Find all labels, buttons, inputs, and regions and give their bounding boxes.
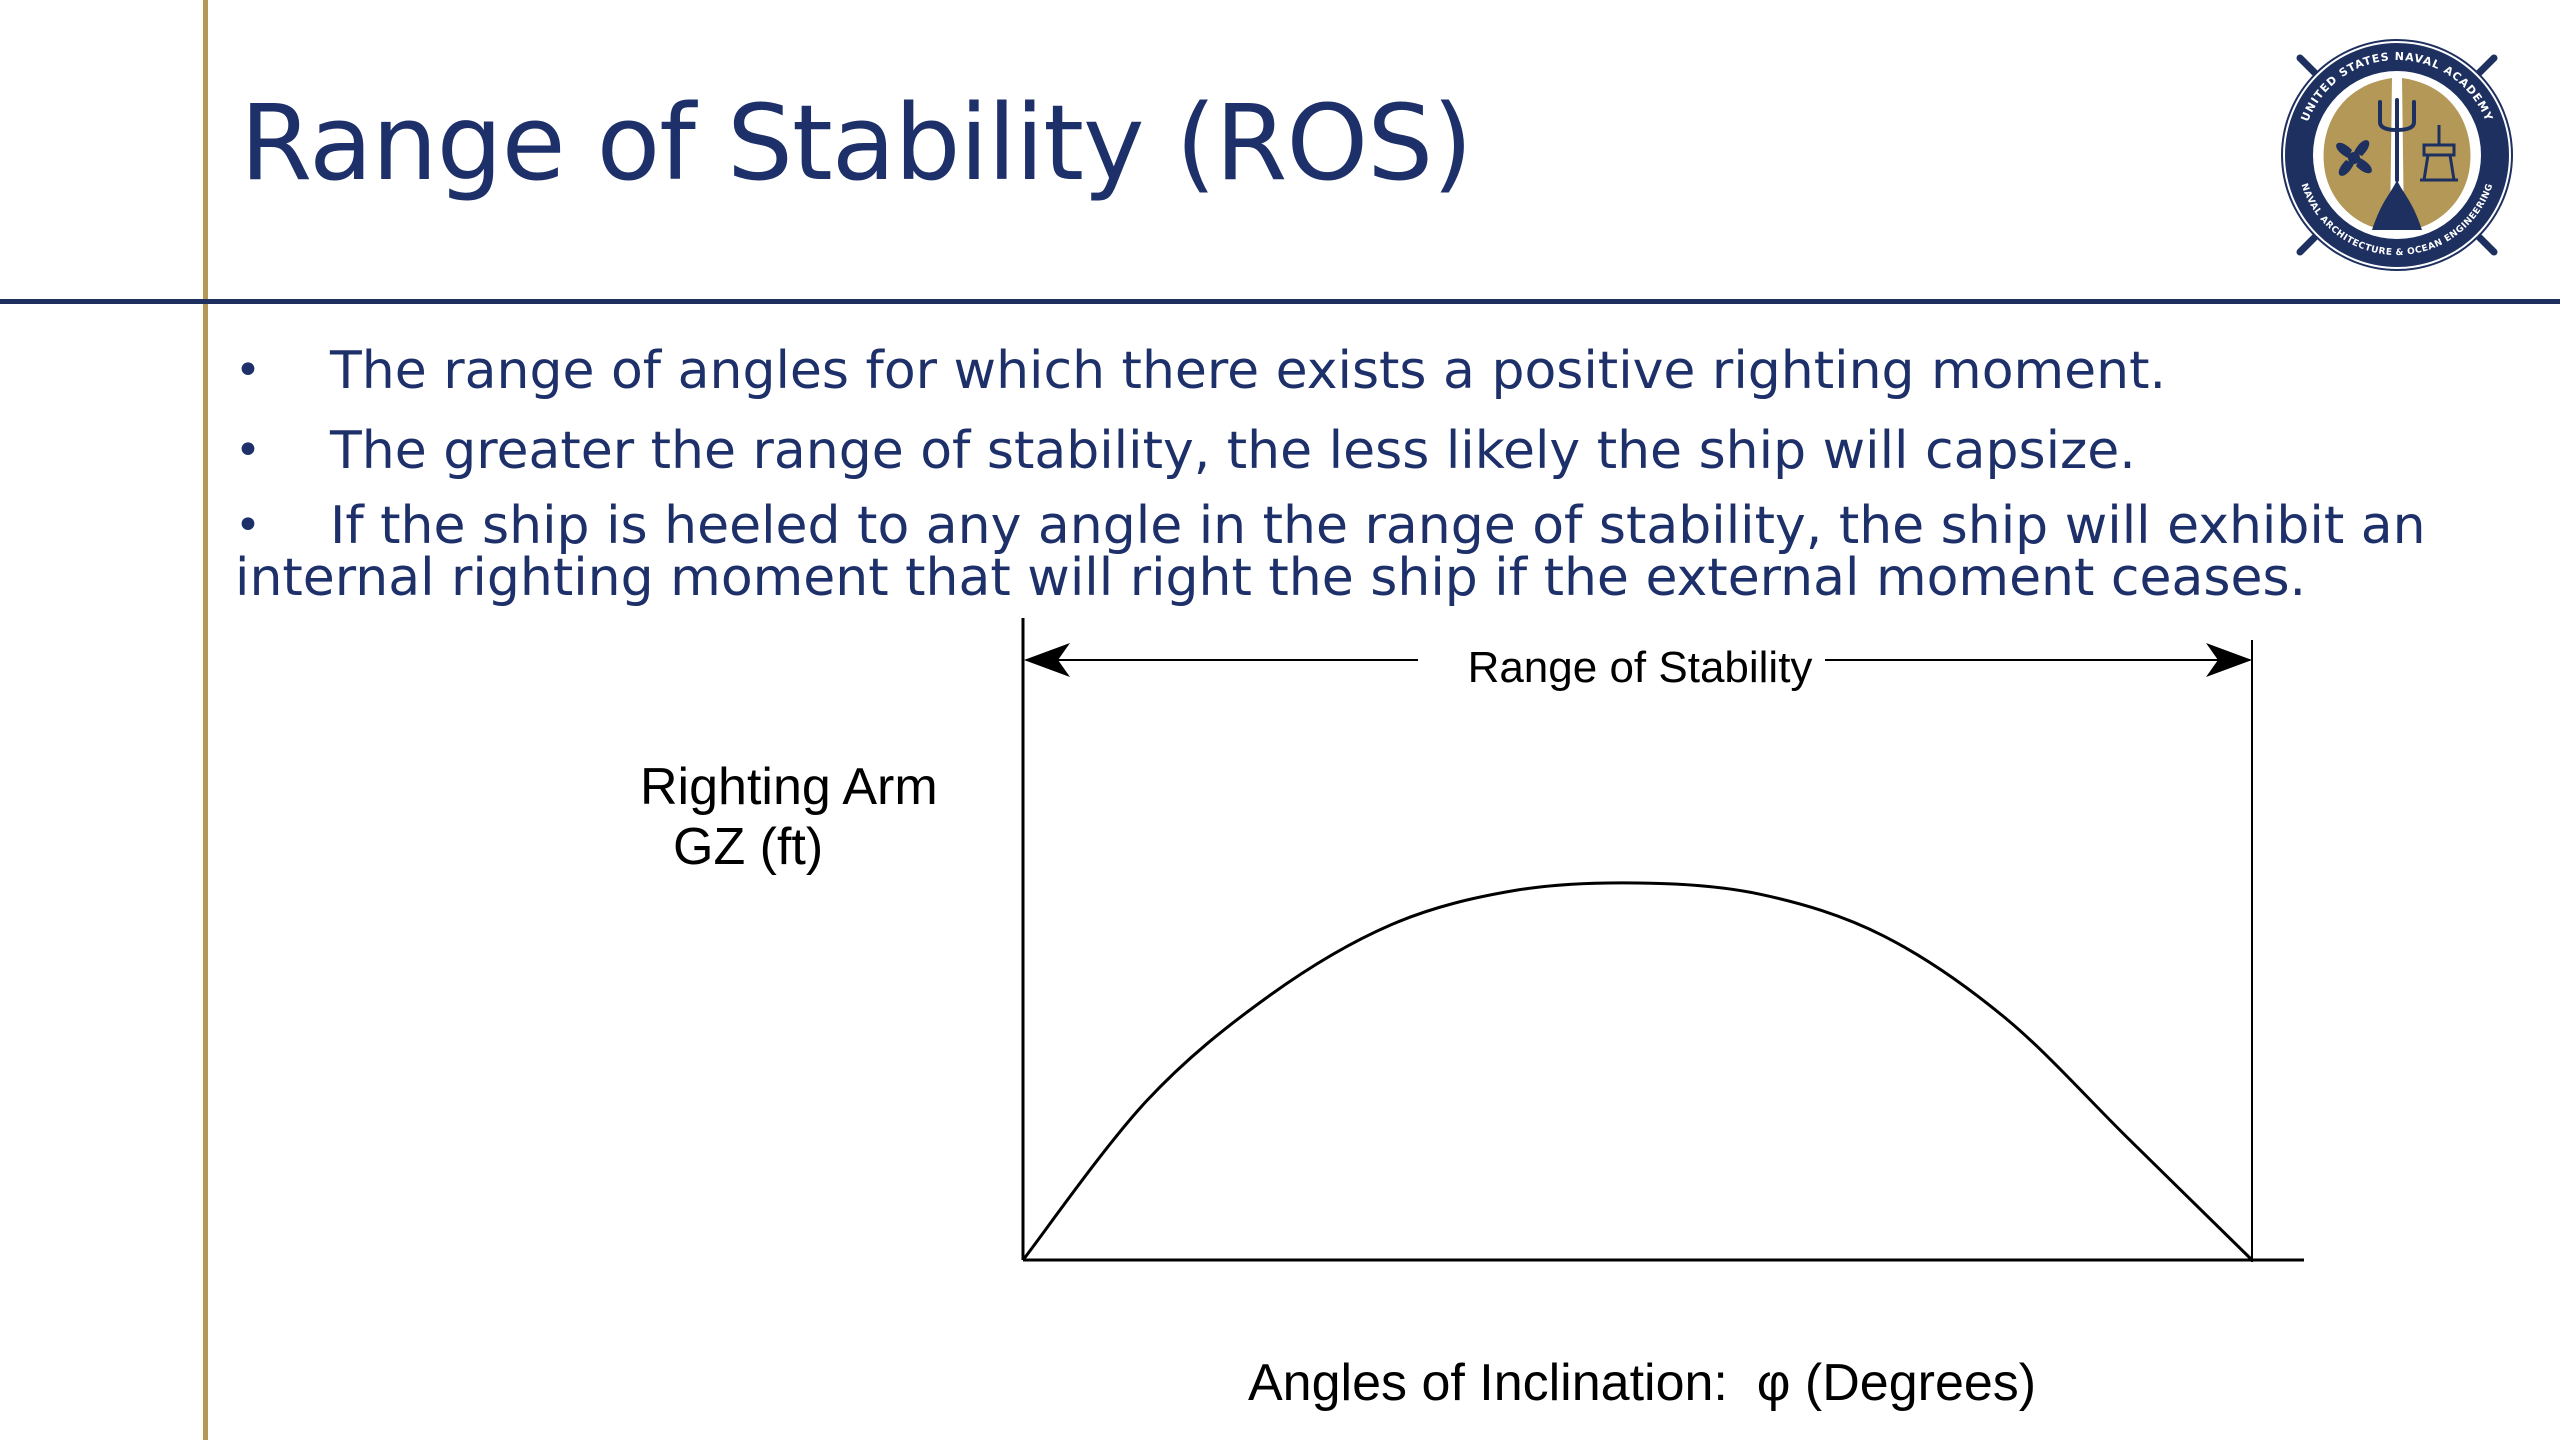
bullet-text: The range of angles for which there exis…: [330, 341, 2167, 401]
bullet-item: • If the ship is heeled to any angle in t…: [235, 500, 2495, 604]
bullet-text: The greater the range of stability, the …: [330, 421, 2136, 481]
usna-naval-architecture-seal-icon: UNITED STATES NAVAL ACADEMY NAVAL ARCHIT…: [2281, 39, 2513, 271]
navy-horizontal-rule: [0, 299, 2560, 304]
y-axis-label-line2: GZ (ft): [673, 818, 823, 876]
bullet-marker: •: [235, 345, 261, 396]
gold-vertical-rule: [203, 0, 208, 1440]
bullet-list: • The range of angles for which there exi…: [235, 340, 2495, 622]
bullet-item: • The range of angles for which there exi…: [235, 340, 2495, 402]
slide-title: Range of Stability (ROS): [240, 82, 1473, 204]
range-of-stability-label: Range of Stability: [1468, 643, 1813, 692]
bullet-marker: •: [235, 425, 261, 476]
bullet-marker: •: [235, 500, 261, 551]
righting-arm-curve: [1021, 881, 2254, 1262]
y-axis-label-line1: Righting Arm: [640, 758, 938, 816]
bullet-item: • The greater the range of stability, the…: [235, 420, 2495, 482]
x-axis-label: Angles of Inclination: φ (Degrees): [1248, 1354, 2036, 1412]
bullet-text: If the ship is heeled to any angle in th…: [235, 496, 2426, 608]
